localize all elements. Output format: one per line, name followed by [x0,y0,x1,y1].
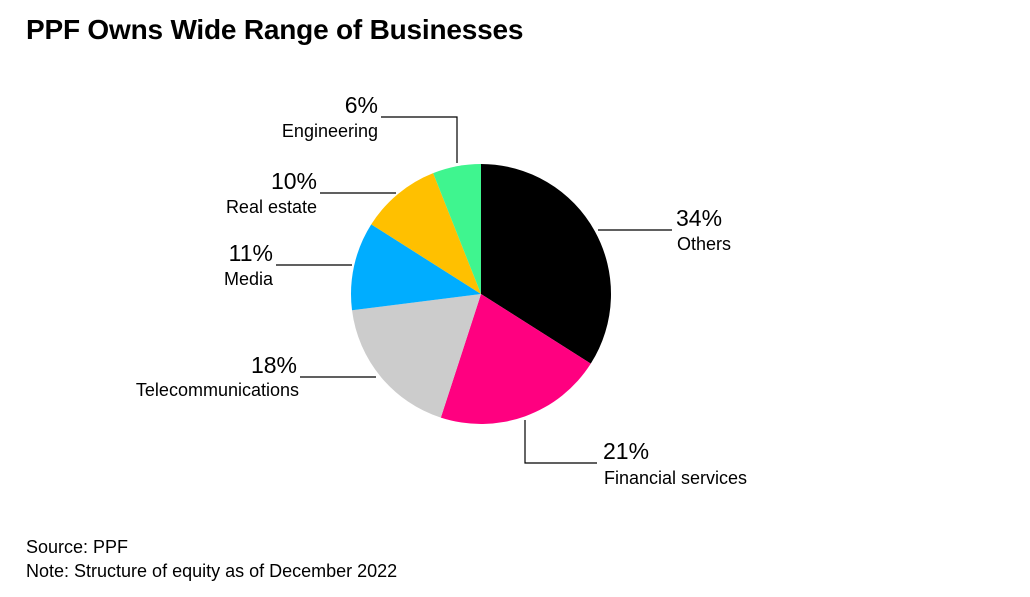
value-label-media: 11% [229,240,273,266]
leader-lines [276,116,672,464]
category-label-real-estate: Real estate [226,197,317,217]
category-label-media: Media [224,269,274,289]
slice-labels: 34% Others 21% Financial services 18%Telecom… [136,92,747,488]
value-label-real-estate: 10% [271,168,317,194]
pie-slice-others [481,164,611,364]
value-label-others: 34% [676,205,722,231]
pie-slice-telecommunications [352,294,481,418]
category-label-others: Others [677,234,731,254]
pie-slice-media [351,224,481,311]
pie-slice-financial-services [440,294,591,424]
value-label-financial-services: 21% [603,438,649,464]
pie-slice-engineering [433,164,481,294]
pie-chart: 34% Others 21% Financial services 18%Telecom… [136,92,747,488]
pie-slice-real-estate [371,173,481,294]
leader-line-financial-services [524,420,597,464]
leader-line-engineering [381,116,458,163]
pie-slices [351,164,611,424]
source-note: Source: PPF [26,537,129,557]
chart-title: PPF Owns Wide Range of Businesses [26,14,524,45]
footnote: Note: Structure of equity as of December… [26,561,398,581]
category-label-engineering: Engineering [282,121,378,141]
value-label-engineering: 6% [345,92,378,118]
category-label-financial-services: Financial services [604,468,747,488]
category-label-telecommunications: Telecommunications [136,380,299,400]
value-label-telecommunications: 18% [251,352,297,378]
